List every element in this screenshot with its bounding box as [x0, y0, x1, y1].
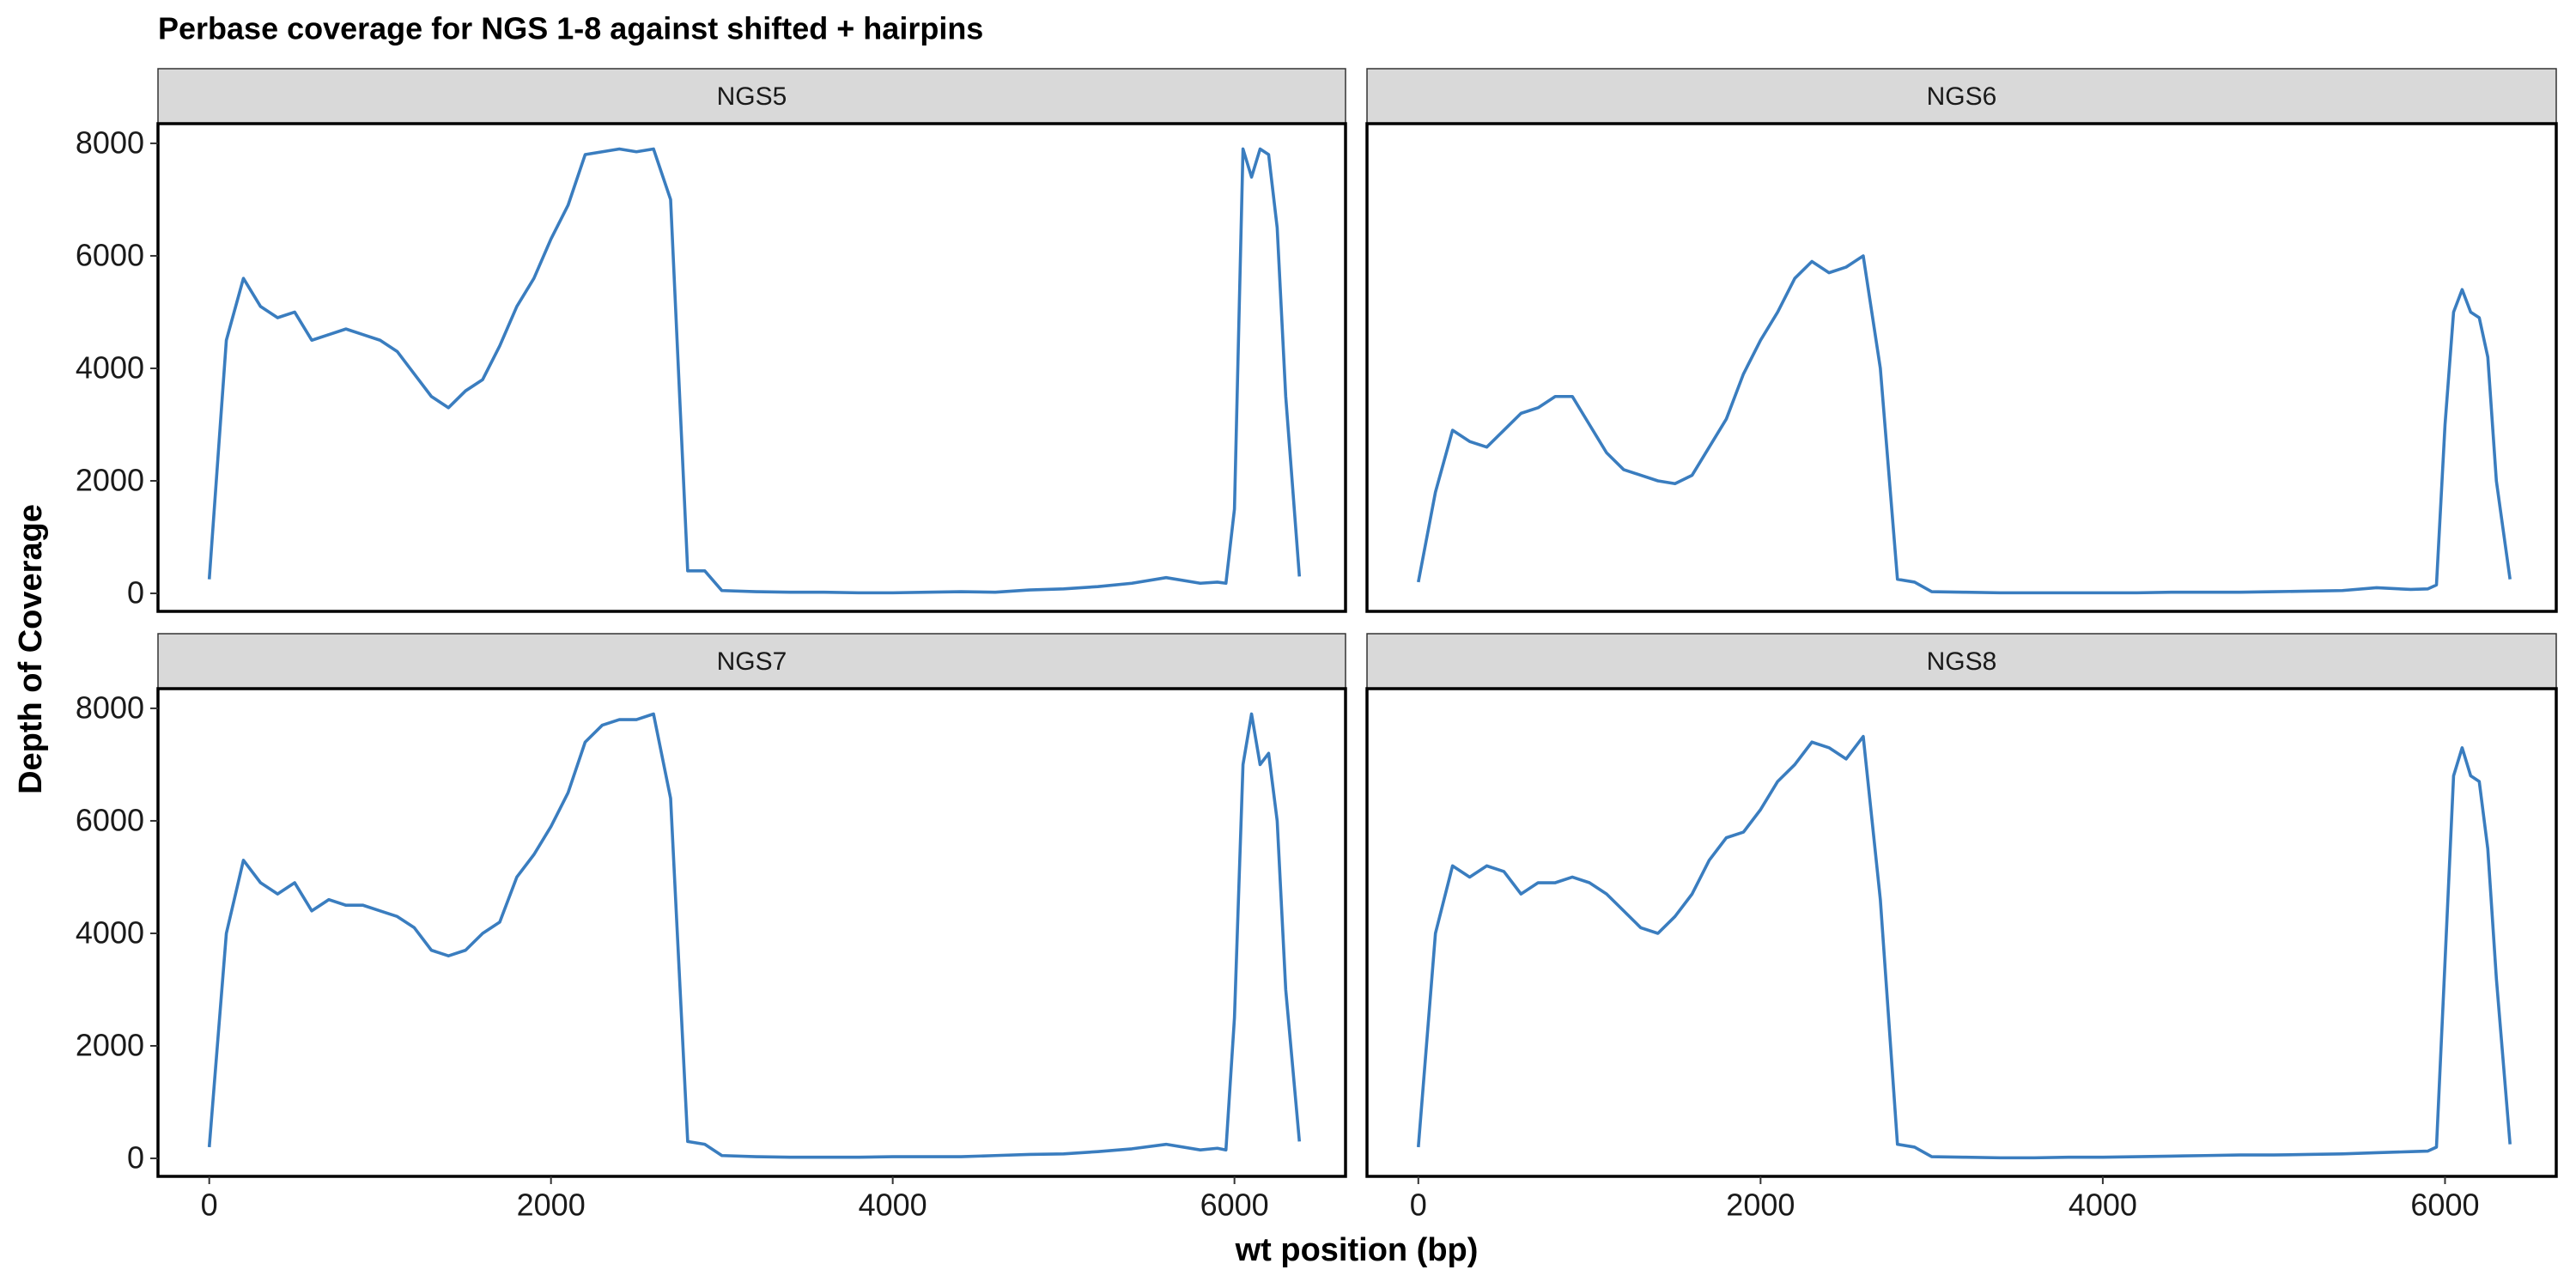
y-tick-label: 4000: [76, 914, 144, 950]
y-tick-label: 4000: [76, 349, 144, 385]
strip-background: [1366, 68, 2557, 125]
chart-title: Perbase coverage for NGS 1-8 against shi…: [158, 11, 983, 46]
strip-label: NGS6: [1927, 82, 1997, 111]
x-axis-label: wt position (bp): [1235, 1232, 1479, 1268]
series-line: [1416, 734, 2512, 1160]
panel-border: [1365, 687, 2558, 1178]
x-tick-label: 4000: [859, 1188, 927, 1223]
panel-background: [1367, 689, 2556, 1176]
series-line: [1417, 254, 2512, 595]
x-tick-label: 0: [201, 1188, 218, 1223]
x-tick-label: 4000: [2069, 1188, 2137, 1223]
strip-background: [1366, 633, 2557, 690]
y-tick-label: 6000: [76, 237, 144, 272]
y-tick-label: 8000: [76, 125, 144, 160]
x-tick-label: 2000: [517, 1188, 586, 1223]
panel-background: [158, 124, 1346, 611]
series-line: [207, 147, 1302, 595]
y-tick-label: 2000: [76, 1028, 144, 1063]
series-line: [207, 712, 1302, 1159]
y-axis-label: Depth of Coverage: [13, 504, 49, 794]
y-tick-label: 2000: [76, 463, 144, 498]
y-tick-label: 0: [127, 575, 144, 611]
x-tick-label: 6000: [2410, 1188, 2479, 1223]
panel-border: [1365, 122, 2558, 613]
y-tick-label: 0: [127, 1140, 144, 1176]
strip-label: NGS5: [717, 82, 787, 111]
strip-background: [157, 68, 1346, 125]
panel-background: [158, 689, 1346, 1176]
y-tick-label: 8000: [76, 690, 144, 725]
strip-background: [157, 633, 1346, 690]
x-tick-label: 2000: [1726, 1188, 1795, 1223]
strip-label: NGS8: [1927, 647, 1997, 676]
y-tick-label: 6000: [76, 802, 144, 837]
x-tick-label: 6000: [1200, 1188, 1269, 1223]
panel-background: [1367, 124, 2556, 611]
strip-label: NGS7: [717, 647, 787, 676]
x-tick-label: 0: [1410, 1188, 1427, 1223]
